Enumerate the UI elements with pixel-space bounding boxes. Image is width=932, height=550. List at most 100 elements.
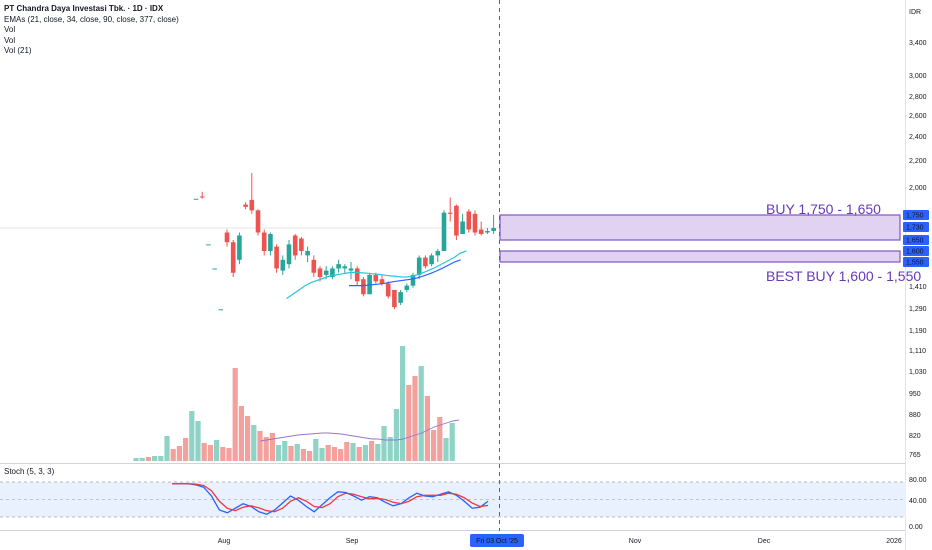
time-axis-label: 2026 bbox=[886, 538, 902, 545]
price-label-box bbox=[903, 235, 929, 245]
volume-bar bbox=[344, 442, 350, 461]
price-axis-tick: 3,400 bbox=[909, 40, 927, 47]
price-label: 1,730 bbox=[906, 225, 924, 232]
candle-body bbox=[274, 246, 279, 269]
volume-bar bbox=[331, 447, 337, 461]
stoch-axis-tick: 80.00 bbox=[909, 477, 927, 484]
candle-body bbox=[429, 255, 434, 265]
candle-body bbox=[299, 238, 304, 251]
volume-bar bbox=[158, 456, 164, 461]
volume-bar bbox=[133, 458, 139, 461]
candle-body bbox=[342, 266, 348, 269]
volume-bar bbox=[294, 444, 300, 461]
volume-bar bbox=[449, 423, 455, 461]
price-axis-tick: 2,600 bbox=[909, 113, 927, 120]
candle-body bbox=[410, 274, 416, 286]
volume-bar bbox=[145, 457, 151, 461]
volume-bar bbox=[238, 406, 244, 461]
candle-body bbox=[305, 251, 310, 256]
zone-box-buy bbox=[499, 214, 901, 241]
candle-body bbox=[268, 234, 273, 251]
volume-bar bbox=[418, 366, 424, 461]
price-axis-tick: 765 bbox=[909, 452, 921, 459]
volume-bar bbox=[245, 416, 251, 461]
chart-legend: PT Chandra Daya Investasi Tbk. · 1D · ID… bbox=[4, 4, 179, 57]
volume-bar bbox=[350, 443, 356, 461]
candle-body bbox=[336, 264, 341, 269]
time-axis-label: Dec bbox=[758, 538, 771, 545]
time-axis-label: Nov bbox=[629, 538, 642, 545]
price-axis-tick: 2,000 bbox=[909, 185, 927, 192]
current-date-box bbox=[470, 534, 524, 547]
candle-body bbox=[392, 289, 397, 308]
candle-body bbox=[218, 309, 224, 311]
volume-bar bbox=[195, 421, 201, 461]
candle-body bbox=[441, 212, 447, 251]
price-axis-tick: 1,110 bbox=[909, 348, 926, 355]
candle-body bbox=[199, 196, 205, 198]
time-axis-label: Aug bbox=[218, 538, 231, 545]
candle-body bbox=[212, 268, 217, 270]
candle-body bbox=[435, 251, 441, 256]
current-date-label: Fri 03 Oct '25 bbox=[476, 538, 518, 545]
candle-body bbox=[249, 199, 255, 211]
volume-bar bbox=[282, 441, 288, 461]
volume-bar bbox=[313, 439, 319, 461]
price-label: 1,550 bbox=[906, 260, 924, 267]
volume-bar bbox=[406, 385, 412, 461]
volume-bar bbox=[220, 447, 226, 461]
price-axis-tick: 1,190 bbox=[909, 328, 927, 335]
volume-bar bbox=[170, 449, 176, 461]
volume-bar bbox=[183, 438, 189, 461]
candle-body bbox=[423, 257, 428, 267]
volume-bar bbox=[307, 451, 313, 461]
candle-body bbox=[311, 259, 317, 273]
volume-bar bbox=[269, 433, 275, 461]
stoch-axis-tick: 0.00 bbox=[909, 524, 923, 531]
candle-body bbox=[454, 205, 459, 236]
volume-bar bbox=[257, 431, 263, 461]
volume-bar bbox=[189, 411, 195, 461]
candle-body bbox=[478, 229, 484, 234]
candle-body bbox=[447, 212, 453, 214]
volume-bar bbox=[393, 409, 399, 461]
candle-body bbox=[404, 285, 410, 290]
price-label-box bbox=[903, 222, 929, 232]
candle-body bbox=[361, 279, 366, 295]
volume-bar bbox=[207, 445, 213, 461]
volume-bar bbox=[356, 447, 362, 461]
price-label: 1,750 bbox=[906, 213, 924, 220]
candle-body bbox=[230, 242, 236, 273]
candle-body bbox=[286, 244, 292, 265]
volume-bar bbox=[276, 445, 282, 461]
time-axis-label: Sep bbox=[346, 538, 359, 545]
volume-bar bbox=[369, 441, 375, 461]
zone-label-best-buy: BEST BUY 1,600 - 1,550 bbox=[766, 268, 921, 284]
volume-bar bbox=[431, 430, 437, 461]
volume-bar bbox=[338, 449, 344, 461]
candle-body bbox=[398, 292, 403, 303]
price-axis-tick: 3,000 bbox=[909, 73, 927, 80]
price-axis-tick: 2,200 bbox=[909, 158, 927, 165]
candle-body bbox=[224, 232, 230, 243]
price-axis-tick: 1,410 bbox=[909, 284, 927, 291]
candle-body bbox=[323, 270, 329, 275]
price-label: 1,650 bbox=[906, 238, 924, 245]
price-axis-tick: 820 bbox=[909, 433, 921, 440]
candle-body bbox=[460, 221, 465, 234]
candle-body bbox=[317, 268, 323, 278]
volume-bar bbox=[226, 448, 232, 461]
candle-body bbox=[261, 232, 267, 251]
ema-slow-line bbox=[349, 259, 461, 287]
volume-bar bbox=[424, 396, 430, 461]
candle-body bbox=[292, 235, 298, 256]
volume-bar bbox=[251, 425, 257, 461]
stoch-pane-label: Stoch (5, 3, 3) bbox=[4, 467, 55, 476]
volume-bar bbox=[232, 368, 238, 461]
legend-vol-ma: Vol (21) bbox=[4, 46, 32, 55]
volume-bar bbox=[214, 440, 220, 461]
legend-vol-1: Vol bbox=[4, 25, 16, 34]
price-label-box bbox=[903, 257, 929, 267]
price-axis-tick: 1,030 bbox=[909, 369, 927, 376]
